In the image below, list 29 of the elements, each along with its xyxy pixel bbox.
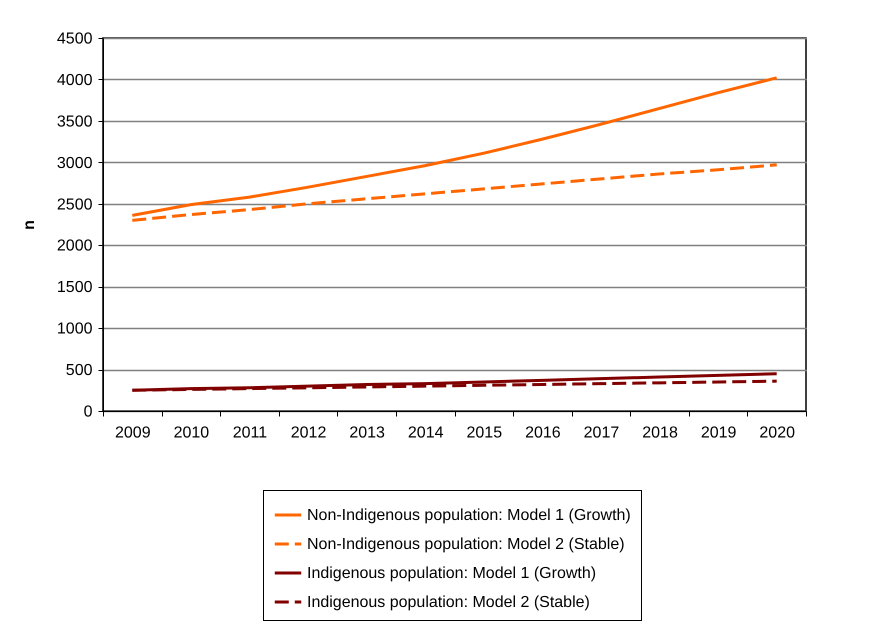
x-tick-label: 2014 <box>408 424 444 442</box>
x-tick-label: 2012 <box>290 424 326 442</box>
y-axis-title: n <box>20 220 38 230</box>
x-tick-label: 2019 <box>700 424 737 442</box>
x-tick-label: 2011 <box>232 424 268 442</box>
y-tick-label: 1000 <box>56 320 93 338</box>
x-tick-label: 2013 <box>349 424 386 442</box>
y-tick-label: 4500 <box>56 30 93 48</box>
legend-label: Non-Indigenous population: Model 1 (Growth) <box>307 507 631 524</box>
line-series <box>130 163 778 222</box>
y-tick-label: 3000 <box>56 154 93 172</box>
y-tick-label: 3500 <box>56 113 93 130</box>
y-tick-label: 0 <box>84 404 93 420</box>
y-tick-label: 500 <box>66 362 93 380</box>
legend-label: Indigenous population: Model 2 (Stable) <box>307 594 590 611</box>
y-tick-label: 4000 <box>56 72 93 89</box>
x-tick-label: 2010 <box>174 424 210 442</box>
x-tick-label: 2016 <box>525 424 561 442</box>
x-tick-label: 2017 <box>584 424 620 442</box>
x-tick-label: 2015 <box>466 424 502 442</box>
y-tick-label: 2000 <box>56 238 93 255</box>
line-series <box>130 76 778 217</box>
x-tick-label: 2009 <box>114 424 151 442</box>
legend-label: Non-Indigenous population: Model 2 (Stable) <box>307 536 625 553</box>
y-tick-label: 1500 <box>56 279 93 296</box>
legend-label: Indigenous population: Model 1 (Growth) <box>307 565 596 582</box>
y-tick-label: 2500 <box>56 196 93 214</box>
x-tick-label: 2018 <box>642 424 678 442</box>
x-tick-label: 2020 <box>759 424 796 442</box>
